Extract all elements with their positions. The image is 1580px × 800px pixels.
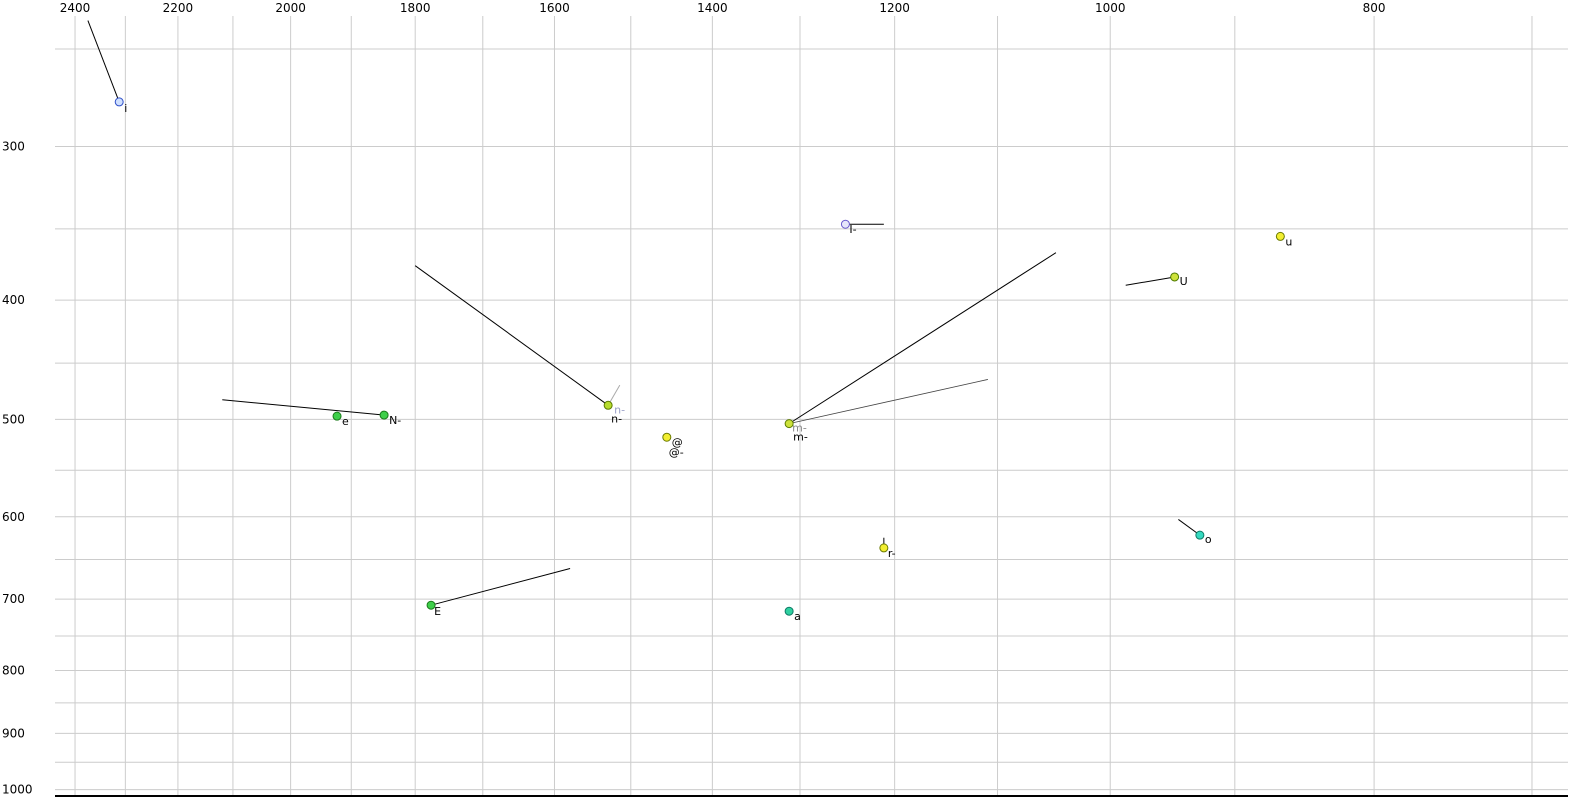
vowel-point-label: u bbox=[1285, 235, 1292, 248]
vowel-point-N-[interactable] bbox=[379, 410, 389, 420]
formant-trajectory-line bbox=[430, 568, 571, 606]
x-axis-tick-label: 1000 bbox=[1095, 1, 1126, 15]
y-axis-tick-label: 900 bbox=[2, 726, 25, 740]
formant-trajectory-line bbox=[788, 252, 1057, 425]
vowel-point-r-[interactable] bbox=[879, 543, 889, 553]
y-axis-tick-label: 800 bbox=[2, 663, 25, 677]
y-axis-tick-label: 500 bbox=[2, 412, 25, 426]
vowel-point-I-[interactable] bbox=[840, 219, 850, 229]
x-axis-tick-label: 1800 bbox=[400, 1, 431, 15]
vowel-point-a[interactable] bbox=[784, 606, 794, 616]
vowel-point-i[interactable] bbox=[114, 97, 124, 107]
x-axis-tick-label: 2000 bbox=[275, 1, 306, 15]
formant-trajectory-line bbox=[222, 399, 385, 416]
vowel-point-label: m- bbox=[792, 422, 807, 435]
vowel-point-label: o bbox=[1205, 533, 1212, 546]
x-axis-tick-label: 1400 bbox=[697, 1, 728, 15]
vowel-point-label: i bbox=[124, 102, 127, 115]
vowel-point-label: n- bbox=[611, 412, 622, 425]
vowel-point-label: a bbox=[794, 610, 801, 623]
vowel-point-E[interactable] bbox=[426, 600, 436, 610]
y-axis-tick-label: 1000 bbox=[2, 783, 33, 797]
vowel-point-e[interactable] bbox=[332, 411, 342, 421]
x-axis-tick-label: 1200 bbox=[879, 1, 910, 15]
x-axis-tick-label: 1600 bbox=[539, 1, 570, 15]
vowel-point-label: r- bbox=[888, 547, 896, 560]
x-axis-tick-label: 800 bbox=[1363, 1, 1386, 15]
vowel-point-u[interactable] bbox=[1275, 231, 1285, 241]
vowel-point-label: m- bbox=[793, 431, 808, 444]
y-axis-tick-label: 600 bbox=[2, 510, 25, 524]
y-axis-tick-label: 700 bbox=[2, 592, 25, 606]
formant-trajectory-line bbox=[789, 379, 988, 425]
vowel-point-label: I- bbox=[849, 223, 856, 236]
vowel-point-m-[interactable] bbox=[784, 419, 794, 429]
y-axis-tick-label: 400 bbox=[2, 293, 25, 307]
x-axis-tick-label: 2200 bbox=[163, 1, 194, 15]
formant-trajectory-line bbox=[414, 265, 609, 406]
vowel-point-o[interactable] bbox=[1195, 530, 1205, 540]
vowel-point-label: N- bbox=[389, 414, 401, 427]
vowel-point-label: e bbox=[342, 415, 349, 428]
vowel-point-n-[interactable] bbox=[603, 400, 613, 410]
y-axis-tick-label: 300 bbox=[2, 139, 25, 153]
vowel-point-label: E bbox=[434, 605, 441, 618]
formant-trajectory-line bbox=[87, 20, 120, 103]
formant-trajectory-line bbox=[1125, 276, 1175, 286]
vowel-point-U[interactable] bbox=[1170, 272, 1180, 282]
vowel-point-label: @- bbox=[669, 446, 684, 459]
vowel-point-@[interactable] bbox=[662, 432, 672, 442]
vowel-point-label: n- bbox=[614, 403, 625, 416]
vowel-point-label: U bbox=[1180, 275, 1188, 288]
vowel-point-label: @ bbox=[672, 436, 683, 449]
x-axis-tick-label: 2400 bbox=[60, 1, 91, 15]
